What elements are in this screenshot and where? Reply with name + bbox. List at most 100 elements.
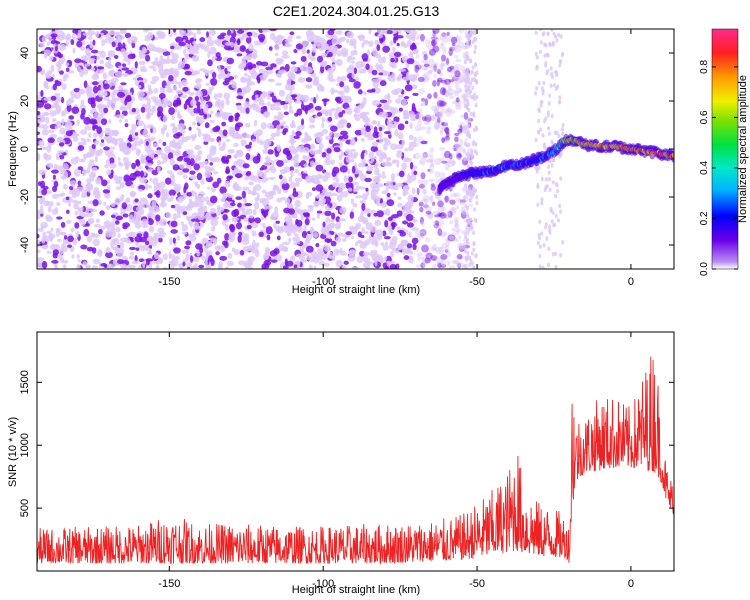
heatmap-cell <box>232 49 240 53</box>
heatmap-cell <box>349 211 355 219</box>
heatmap-cell <box>465 143 469 148</box>
heatmap-cell <box>301 243 309 249</box>
heatmap-cell <box>459 243 465 251</box>
heatmap-cell <box>403 113 408 118</box>
heatmap-cell <box>340 36 346 42</box>
heatmap-cell <box>121 67 130 71</box>
heatmap-cell <box>287 97 293 106</box>
heatmap-cell <box>193 163 201 171</box>
heatmap-cell <box>153 88 159 94</box>
heatmap-cell <box>136 74 142 78</box>
heatmap-cell <box>345 107 353 115</box>
heatmap-cell <box>106 169 112 175</box>
heatmap-cell <box>330 240 337 247</box>
colorbar-tick-label: 0.8 <box>699 60 710 74</box>
heatmap-cell <box>127 103 132 110</box>
heatmap-cell <box>548 230 552 235</box>
heatmap-cell <box>351 148 356 152</box>
heatmap-cell <box>393 120 397 127</box>
heatmap-cell <box>111 41 116 48</box>
heatmap-cell <box>244 175 249 181</box>
heatmap-cell <box>316 212 321 219</box>
heatmap-cell <box>387 99 392 104</box>
heatmap-cell <box>433 109 439 114</box>
heatmap-cell <box>39 42 45 48</box>
heatmap-cell <box>425 114 431 118</box>
heatmap-cell <box>205 82 210 87</box>
heatmap-cell <box>351 235 355 240</box>
heatmap-cell <box>202 160 210 166</box>
heatmap-cell <box>437 246 445 255</box>
heatmap-cell <box>70 157 79 165</box>
heatmap-cell <box>295 219 303 227</box>
heatmap-cell <box>401 56 406 61</box>
heatmap-cell <box>317 43 321 51</box>
heatmap-cell <box>547 170 551 175</box>
heatmap-cell <box>204 259 208 267</box>
heatmap-cell <box>124 123 129 128</box>
heatmap-cell <box>421 244 429 253</box>
heatmap-cell <box>395 98 402 104</box>
heatmap-cell <box>121 202 128 210</box>
heatmap-cell <box>138 85 142 89</box>
heatmap-cell <box>146 251 153 255</box>
heatmap-cell <box>278 35 285 40</box>
heatmap-cell <box>224 41 232 46</box>
heatmap-cell <box>175 36 183 43</box>
heatmap-cell <box>114 31 121 38</box>
heatmap-cell <box>463 263 467 269</box>
heatmap-cell <box>173 247 181 254</box>
heatmap-cell <box>216 211 221 216</box>
heatmap-cell <box>295 260 301 267</box>
heatmap-cell <box>269 29 278 32</box>
heatmap-cell <box>48 55 54 61</box>
heatmap-cell <box>436 68 441 74</box>
heatmap-cell <box>426 121 430 125</box>
heatmap-cell <box>427 69 433 74</box>
heatmap-cell <box>197 214 205 221</box>
heatmap-cell <box>535 64 539 69</box>
heatmap-cell <box>404 84 413 92</box>
heatmap-cell <box>44 111 49 115</box>
heatmap-cell <box>426 153 434 157</box>
heatmap-cell <box>324 210 332 217</box>
heatmap-cell <box>224 169 231 174</box>
heatmap-cell <box>538 219 542 225</box>
heatmap-cell <box>306 135 312 142</box>
heatmap-cell <box>177 170 184 176</box>
heatmap-cell <box>538 29 542 32</box>
heatmap-cell <box>432 67 440 73</box>
heatmap-cell <box>454 222 460 230</box>
heatmap-cell <box>362 254 369 263</box>
heatmap-cell <box>556 84 560 89</box>
snr-line <box>37 356 674 565</box>
heatmap-cell <box>395 152 403 158</box>
heatmap-cell <box>217 65 221 73</box>
heatmap-cell <box>457 128 463 134</box>
heatmap-cell <box>169 157 175 166</box>
heatmap-cell <box>408 134 414 141</box>
heatmap-cell <box>275 220 281 224</box>
heatmap-cell <box>251 71 259 79</box>
heatmap-cell <box>124 119 129 123</box>
heatmap-cell <box>445 108 453 113</box>
heatmap-cell <box>99 225 107 230</box>
heatmap-cell <box>73 168 81 177</box>
heatmap-cell <box>475 95 479 100</box>
heatmap-cell <box>86 92 95 98</box>
heatmap-cell <box>460 94 467 99</box>
heatmap-cell <box>541 265 545 269</box>
heatmap-cell <box>137 244 145 249</box>
heatmap-cell <box>547 101 551 106</box>
heatmap-cell <box>372 178 380 183</box>
heatmap-cell <box>417 254 421 262</box>
heatmap-cell <box>390 143 398 151</box>
heatmap-cell <box>51 169 59 174</box>
heatmap-cell <box>146 124 154 130</box>
heatmap-cell <box>255 65 260 69</box>
heatmap-cell <box>196 127 200 131</box>
heatmap-cell <box>295 43 304 50</box>
heatmap-cell <box>365 208 371 212</box>
heatmap-cell <box>181 231 188 235</box>
